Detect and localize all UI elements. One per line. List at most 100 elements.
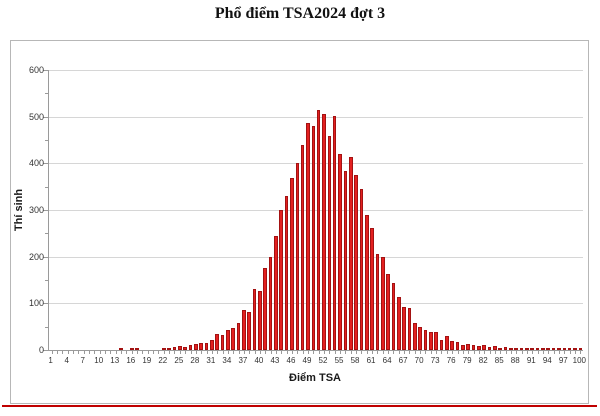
x-tick-label: 7: [80, 356, 85, 365]
bar: [573, 348, 577, 350]
x-tick-label: 16: [126, 356, 136, 365]
x-axis-tick: [372, 351, 374, 354]
y-tick-label: 0: [38, 345, 44, 355]
bottom-divider-line: [2, 405, 597, 407]
x-axis-tick: [334, 351, 336, 354]
x-axis-tick: [398, 351, 400, 354]
x-axis-tick: [532, 351, 534, 354]
x-axis-tick: [494, 351, 496, 354]
bar: [215, 333, 219, 350]
x-axis-tick: [558, 351, 560, 354]
bar: [295, 163, 300, 350]
x-tick-label: 43: [270, 356, 280, 365]
y-axis-tick: [45, 93, 48, 95]
x-tick-label: 76: [446, 356, 456, 365]
x-axis-tick: [564, 351, 566, 354]
x-axis-tick: [174, 351, 176, 354]
y-axis-tick: [43, 256, 48, 258]
x-axis-tick: [516, 351, 518, 354]
bar: [300, 144, 305, 350]
y-axis-tick: [43, 116, 48, 118]
bar: [525, 348, 529, 350]
x-tick-label: 97: [558, 356, 568, 365]
bar: [210, 339, 214, 350]
x-axis-tick: [62, 351, 64, 354]
x-tick-label: 94: [542, 356, 552, 365]
x-tick-label: 25: [174, 356, 184, 365]
bar: [530, 348, 535, 350]
bar: [178, 345, 182, 350]
bar: [135, 348, 139, 350]
x-axis-tick: [478, 351, 480, 354]
x-axis-tick: [548, 351, 550, 354]
x-axis-tick: [404, 351, 406, 354]
x-tick-label: 31: [206, 356, 216, 365]
x-axis-tick: [345, 351, 347, 354]
y-axis-tick: [43, 303, 48, 305]
x-axis-tick: [131, 351, 133, 354]
x-axis-tick: [83, 351, 85, 354]
x-axis-tick: [227, 351, 229, 354]
bar: [172, 347, 177, 350]
x-tick-label: 46: [286, 356, 296, 365]
bar: [348, 157, 353, 350]
y-tick-label: 100: [28, 298, 44, 309]
x-axis-tick: [233, 351, 235, 354]
x-axis-tick: [105, 351, 107, 354]
bar: [252, 289, 257, 350]
x-tick-label: 70: [414, 356, 424, 365]
y-axis-tick: [45, 186, 48, 188]
x-axis-tick: [420, 351, 422, 354]
bar: [407, 308, 412, 350]
bar: [439, 339, 444, 350]
x-axis-tick: [452, 351, 454, 354]
bar: [359, 189, 364, 350]
bar: [455, 342, 460, 350]
bar: [119, 348, 123, 350]
bar: [461, 344, 465, 350]
y-tick-label: 400: [28, 158, 44, 169]
x-axis-tick: [366, 351, 368, 354]
bar: [380, 257, 385, 350]
y-axis-tick: [43, 350, 48, 351]
x-tick-label: 22: [158, 356, 168, 365]
bar: [578, 348, 583, 350]
x-axis-tick: [249, 351, 251, 354]
x-axis-tick: [468, 351, 470, 354]
x-axis-tick: [425, 351, 427, 354]
y-axis-tick: [45, 233, 48, 235]
x-axis-tick: [302, 351, 304, 354]
chart-frame: Thí sinh Điểm TSA 0 100 200 300 400 500 600 1 4 7…: [10, 40, 589, 404]
gridline: [49, 70, 583, 71]
gridline: [49, 256, 583, 258]
y-tick-label: 600: [28, 65, 44, 75]
bar: [274, 235, 278, 350]
bar: [450, 340, 454, 350]
bar: [519, 348, 524, 350]
bar: [498, 347, 503, 350]
x-axis-tick: [57, 351, 58, 354]
x-axis-tick: [275, 351, 277, 354]
bar: [503, 346, 508, 350]
gridline: [49, 163, 583, 165]
bar: [247, 311, 252, 350]
x-axis-tick: [121, 351, 123, 354]
gridline: [49, 116, 583, 118]
x-axis-tick: [382, 351, 384, 354]
x-axis-tick: [361, 351, 363, 354]
bar: [423, 330, 428, 350]
bar: [487, 347, 492, 350]
bar: [204, 343, 209, 350]
bar: [412, 323, 417, 350]
x-tick-label: 88: [510, 356, 520, 365]
y-axis-tick: [45, 326, 48, 328]
x-tick-label: 28: [190, 356, 200, 365]
x-tick-label: 4: [64, 356, 69, 365]
x-tick-label: 52: [318, 356, 328, 365]
x-axis-tick: [388, 351, 390, 354]
plot-area: [48, 70, 583, 354]
x-axis-tick: [137, 351, 139, 354]
y-tick-label: 500: [28, 111, 44, 122]
x-axis-tick: [115, 351, 117, 354]
x-tick-label: 61: [366, 356, 376, 365]
